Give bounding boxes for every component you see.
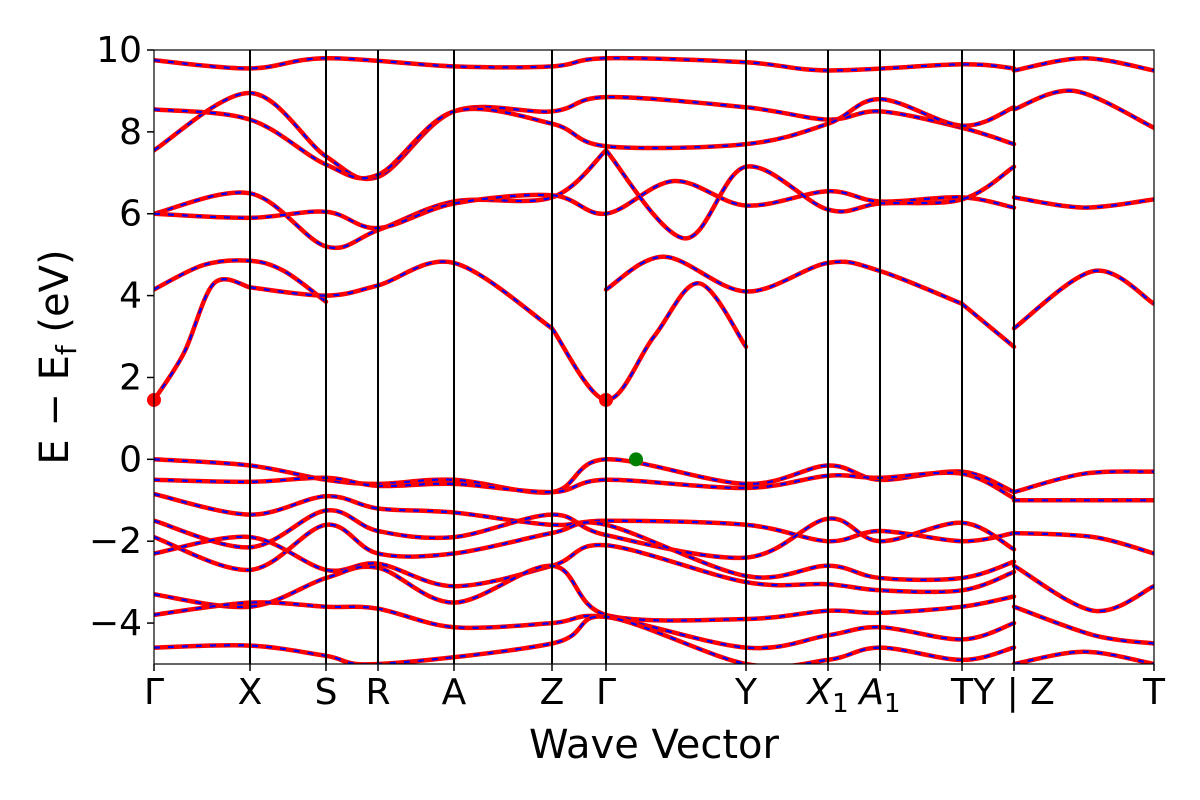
band-line-dash-28 <box>1013 605 1154 645</box>
band-line-7 <box>154 148 609 251</box>
x-tick-label-subscript: 1 <box>884 689 901 719</box>
vbm-marker-2 <box>629 452 643 467</box>
y-axis-label-unit: (eV) <box>32 249 78 345</box>
x-tick-label: X <box>238 672 263 713</box>
x-tick-label-text: Z <box>540 672 565 713</box>
band-line-dash-10 <box>1013 196 1154 209</box>
y-tick-label: 8 <box>119 112 142 153</box>
band-line-dash-6 <box>1013 269 1154 330</box>
band-line-24 <box>154 534 1017 595</box>
y-axis-label: E − Ef (eV) <box>32 249 83 464</box>
x-tick-label: T <box>950 672 974 713</box>
band-line-dash-22 <box>1013 531 1154 555</box>
x-tick-label-text: Γ <box>144 672 164 713</box>
band-line-28 <box>1011 604 1154 646</box>
band-line-2 <box>247 259 555 331</box>
band-line-dash-29 <box>154 615 1015 664</box>
band-line-dash-3 <box>551 282 747 402</box>
band-line-dash-9 <box>605 149 1015 240</box>
y-tick-label: 2 <box>119 357 142 398</box>
band-line-dash-17 <box>1013 470 1154 494</box>
x-tick-label: A1 <box>857 672 900 719</box>
x-tick-label-base: A <box>857 672 884 713</box>
band-line-30 <box>1011 649 1154 664</box>
band-line-15 <box>1011 55 1154 73</box>
band-line-dash-18 <box>154 471 1015 500</box>
band-line-dash-13 <box>1013 89 1154 129</box>
band-line-6 <box>1011 268 1154 331</box>
x-tick-label: Γ <box>596 672 616 713</box>
band-line-dash-24 <box>154 535 1015 594</box>
band-line-10 <box>1011 195 1154 210</box>
band-line-dash-4 <box>605 255 963 305</box>
x-axis-label: Wave Vector <box>529 722 780 768</box>
x-tick-label: S <box>315 672 338 713</box>
x-tick-label-text: T <box>1142 672 1166 713</box>
band-line-dash-2 <box>249 260 553 330</box>
y-tick-label: −2 <box>89 521 142 562</box>
x-tick-label-text: T <box>950 672 974 713</box>
band-line-dash-25 <box>1013 564 1154 613</box>
band-line-18 <box>154 470 1017 501</box>
x-tick-label: X1 <box>805 672 848 719</box>
band-line-25 <box>1011 563 1154 614</box>
plot-frame <box>153 49 1155 665</box>
y-axis-label-main: E − E <box>32 355 78 465</box>
band-line-13 <box>1011 88 1154 131</box>
band-line-dash-15 <box>1013 57 1154 72</box>
x-tick-label-text: X <box>238 672 263 713</box>
y-tick-label: −4 <box>89 603 142 644</box>
x-tick-label-separator: | <box>995 672 1030 713</box>
x-tick-label-base: X <box>805 672 833 713</box>
x-tick-label: Z <box>540 672 565 713</box>
bands-layer <box>154 55 1154 664</box>
x-tick-label: Y | Z <box>972 672 1055 713</box>
y-tick-label: 0 <box>119 439 142 480</box>
x-tick-label: A <box>442 672 467 713</box>
band-line-dash-5 <box>961 302 1015 348</box>
markers-layer <box>147 392 643 467</box>
x-tick-label-text: Y <box>734 672 758 713</box>
x-tick-label-text: Γ <box>596 672 616 713</box>
x-tick-label-text: Z <box>1030 672 1055 713</box>
band-line-dash-12 <box>154 97 1015 180</box>
x-tick-label-text: A <box>442 672 467 713</box>
y-axis-label-subscript: f <box>50 344 83 355</box>
band-line-0 <box>154 276 253 403</box>
x-tick-label: R <box>365 672 390 713</box>
x-tick-label-text: R <box>365 672 390 713</box>
x-tick-label: Γ <box>144 672 164 713</box>
x-tick-label-subscript: 1 <box>832 689 849 719</box>
y-axis-ticks: −4 −2 0 2 4 6 8 10 <box>89 30 154 644</box>
x-tick-label: Y <box>734 672 758 713</box>
x-tick-label-text: Y <box>972 672 996 713</box>
k-point-lines <box>249 50 1015 664</box>
x-tick-label: T <box>1142 672 1166 713</box>
y-tick-label: 6 <box>119 194 142 235</box>
x-tick-label-text: S <box>315 672 338 713</box>
band-line-26 <box>154 563 1017 623</box>
band-line-dash-30 <box>1013 650 1154 664</box>
y-tick-label: 4 <box>119 276 142 317</box>
y-tick-label: 10 <box>96 30 142 71</box>
